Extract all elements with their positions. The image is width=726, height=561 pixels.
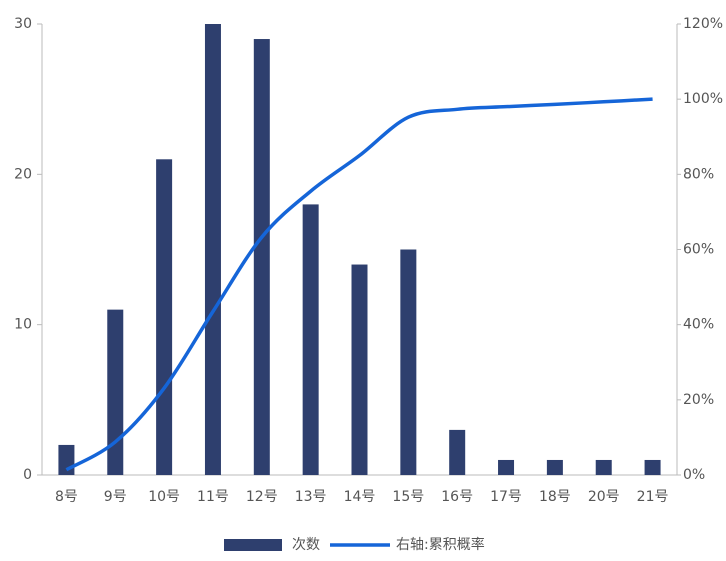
legend-label: 右轴:累积概率 [396, 536, 485, 553]
bar [449, 429, 466, 475]
bar [644, 459, 661, 475]
x-tick-label: 11号 [197, 489, 229, 505]
bar [302, 204, 319, 475]
y2-tick-label: 120% [683, 16, 723, 32]
x-tick-label: 8号 [55, 489, 78, 505]
bar [156, 159, 173, 476]
x-tick-label: 18号 [539, 489, 571, 505]
legend-swatch [224, 539, 282, 551]
y-tick-label: 20 [14, 166, 32, 182]
y2-tick-label: 40% [683, 317, 714, 333]
cumulative-line [65, 97, 653, 472]
y2-tick-label: 0% [683, 467, 705, 483]
bar [400, 249, 417, 475]
bar [546, 459, 563, 475]
y2-tick-label: 20% [683, 392, 714, 408]
x-tick-label: 10号 [148, 489, 180, 505]
legend-label: 次数 [292, 537, 320, 553]
y-tick-label: 10 [14, 317, 32, 333]
bar [107, 309, 124, 475]
bar [351, 264, 368, 475]
x-tick-label: 14号 [344, 489, 376, 505]
bar [204, 24, 221, 475]
bar [498, 459, 515, 475]
y-tick-label: 0 [23, 467, 32, 483]
y2-tick-label: 100% [683, 91, 723, 107]
bar [595, 459, 612, 475]
x-tick-label: 15号 [392, 489, 424, 505]
y2-tick-label: 80% [683, 166, 714, 182]
bar [58, 444, 75, 475]
x-tick-label: 17号 [490, 489, 522, 505]
x-tick-label: 21号 [637, 489, 669, 505]
bar [253, 39, 270, 476]
x-tick-label: 9号 [104, 489, 127, 505]
x-tick-label: 12号 [246, 489, 278, 505]
y-tick-label: 30 [14, 16, 32, 32]
x-tick-label: 16号 [441, 489, 473, 505]
x-tick-label: 20号 [588, 489, 620, 505]
y2-tick-label: 60% [683, 242, 714, 258]
x-tick-label: 13号 [295, 489, 327, 505]
